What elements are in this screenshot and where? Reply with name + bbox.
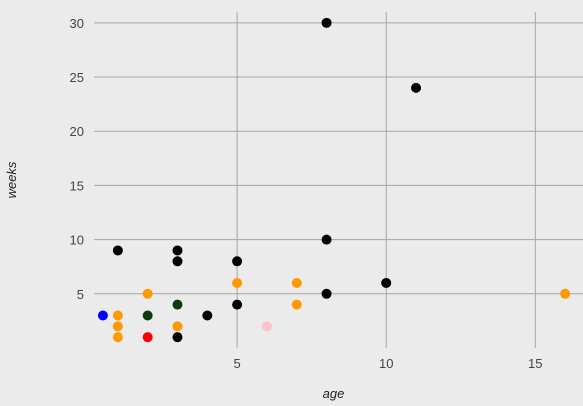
y-tick-label: 20	[70, 124, 84, 139]
scatter-point	[112, 245, 123, 256]
scatter-point	[411, 82, 422, 93]
scatter-point	[97, 310, 108, 321]
y-tick-label: 10	[70, 233, 84, 248]
scatter-point	[172, 256, 183, 267]
scatter-point	[172, 245, 183, 256]
scatter-point	[291, 299, 302, 310]
x-tick-label: 15	[528, 356, 542, 371]
scatter-point	[172, 299, 183, 310]
y-tick-label: 25	[70, 70, 84, 85]
scatter-point	[232, 256, 243, 267]
scatter-point	[291, 277, 302, 288]
scatter-point	[172, 321, 183, 332]
x-axis-title: age	[323, 386, 345, 401]
scatter-point	[321, 234, 332, 245]
scatter-point	[321, 17, 332, 28]
scatter-point	[202, 310, 213, 321]
scatter-point	[261, 321, 272, 332]
scatter-point	[142, 288, 153, 299]
scatter-point	[232, 277, 243, 288]
scatter-point	[142, 332, 153, 343]
y-axis-title: weeks	[4, 161, 19, 198]
x-tick-label: 10	[379, 356, 393, 371]
y-tick-label: 30	[70, 16, 84, 31]
gridlines	[94, 12, 583, 348]
y-tick-label: 15	[70, 178, 84, 193]
scatter-point	[560, 288, 571, 299]
tick-labels: 5 10 15 20 25 30 5 10 15	[70, 16, 543, 371]
scatter-point	[321, 288, 332, 299]
scatter-point	[112, 321, 123, 332]
scatter-point	[381, 277, 392, 288]
scatter-point	[142, 310, 153, 321]
scatter-point	[172, 332, 183, 343]
y-tick-label: 5	[77, 287, 84, 302]
scatter-point	[112, 310, 123, 321]
x-tick-label: 5	[234, 356, 241, 371]
scatter-point	[232, 299, 243, 310]
data-points	[97, 17, 571, 343]
scatter-point	[112, 332, 123, 343]
